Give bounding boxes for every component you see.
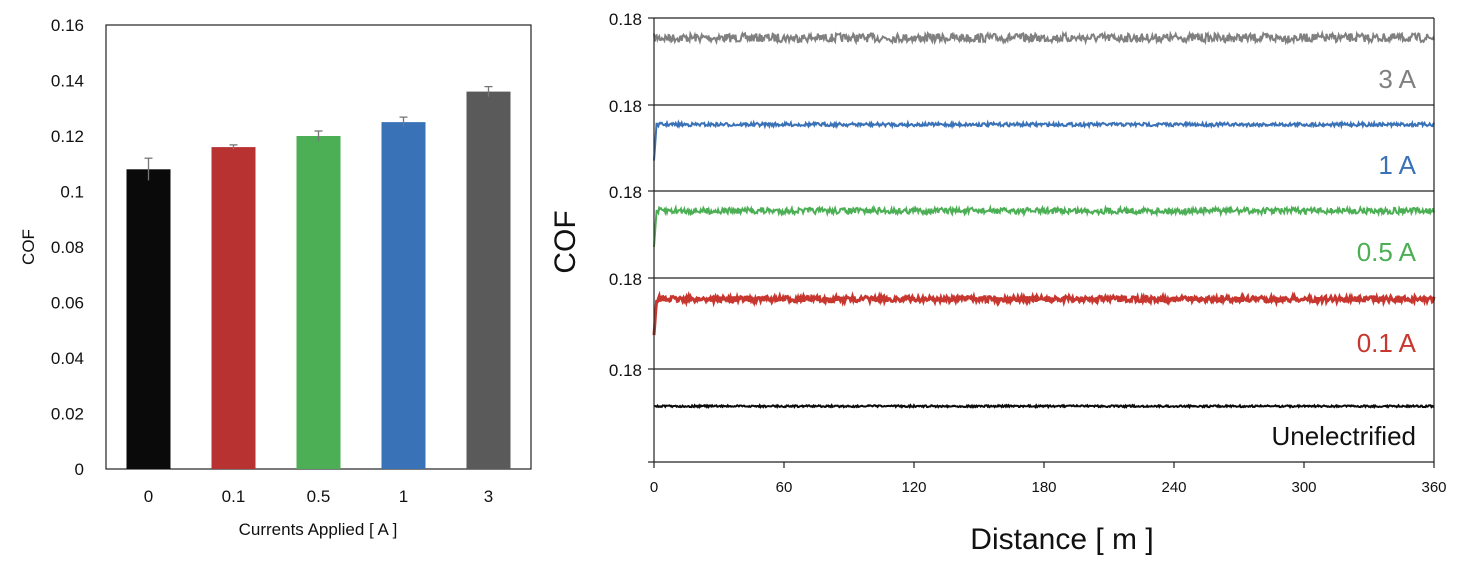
cof-trace-line bbox=[653, 403, 1435, 410]
bar bbox=[466, 91, 511, 469]
bar-x-axis-title: Currents Applied [ A ] bbox=[239, 520, 398, 539]
line-series bbox=[652, 29, 1436, 410]
bar-chart: 0 0.02 0.04 0.06 0.08 0.1 0.12 0.14 0.16 0 0.1 0.5… bbox=[19, 16, 532, 539]
line-y-axis-title: COF bbox=[549, 210, 582, 273]
line-x-tick-label: 120 bbox=[901, 479, 926, 496]
line-y-tick-label: 0.18 bbox=[609, 270, 642, 289]
line-y-tick-label: 0.18 bbox=[609, 183, 642, 202]
bar bbox=[381, 122, 426, 469]
bar bbox=[296, 136, 341, 469]
bar-y-tick-label: 0.02 bbox=[51, 405, 84, 424]
error-bar bbox=[144, 157, 153, 181]
panel-series-label: 0.5 A bbox=[1357, 237, 1417, 267]
line-x-tick-label: 300 bbox=[1291, 479, 1316, 496]
panel-series-label: 1 A bbox=[1378, 150, 1416, 180]
bar-y-tick-label: 0.06 bbox=[51, 294, 84, 313]
bar-y-ticks: 0 0.02 0.04 0.06 0.08 0.1 0.12 0.14 0.16 bbox=[51, 16, 84, 479]
line-y-ticks: 0.18 0.18 0.18 0.18 0.18 bbox=[609, 10, 642, 380]
bar-y-tick-label: 0.16 bbox=[51, 16, 84, 35]
cof-trace-line bbox=[652, 290, 1436, 336]
bar-x-tick-label: 0.5 bbox=[307, 487, 331, 506]
panel-series-label: 3 A bbox=[1378, 64, 1416, 94]
bar-y-axis-title: COF bbox=[19, 229, 38, 265]
bar-y-tick-label: 0 bbox=[75, 460, 84, 479]
bar-x-tick-label: 3 bbox=[484, 487, 493, 506]
cof-trace-line bbox=[653, 204, 1435, 247]
error-bar bbox=[229, 144, 238, 150]
panel-series-label: Unelectrified bbox=[1271, 421, 1416, 451]
line-x-tick-label: 180 bbox=[1031, 479, 1056, 496]
line-x-tick-label: 60 bbox=[776, 479, 793, 496]
error-bar bbox=[314, 130, 323, 141]
bar-x-ticks: 0 0.1 0.5 1 3 bbox=[144, 487, 493, 506]
bar-y-tick-label: 0.04 bbox=[51, 349, 84, 368]
bar-y-tick-label: 0.08 bbox=[51, 238, 84, 257]
panel-series-label: 0.1 A bbox=[1357, 328, 1417, 358]
cof-trace-line bbox=[653, 119, 1435, 161]
bar-marks bbox=[126, 85, 511, 470]
bar-y-tick-label: 0.1 bbox=[60, 183, 84, 202]
bar-y-tick-label: 0.12 bbox=[51, 127, 84, 146]
error-bar bbox=[484, 85, 493, 97]
bar-x-tick-label: 0.1 bbox=[222, 487, 246, 506]
bar bbox=[211, 147, 256, 469]
line-x-axis-title: Distance [ m ] bbox=[970, 523, 1153, 556]
bar-x-tick-label: 0 bbox=[144, 487, 153, 506]
line-y-tick-label: 0.18 bbox=[609, 361, 642, 380]
line-plot-frame bbox=[648, 17, 1435, 463]
line-x-tick-label: 240 bbox=[1161, 479, 1186, 496]
line-x-tick-label: 0 bbox=[650, 479, 658, 496]
line-y-tick-label: 0.18 bbox=[609, 10, 642, 29]
bar bbox=[126, 169, 171, 470]
line-panel-labels: 3 A 1 A 0.5 A 0.1 A Unelectrified bbox=[1271, 64, 1416, 451]
bar-y-tick-label: 0.14 bbox=[51, 72, 84, 91]
cof-trace-line bbox=[653, 29, 1435, 46]
line-x-tick-label: 360 bbox=[1421, 479, 1446, 496]
line-chart: 0.180.180.180.180.18 0 60 120 180 240 300 360 … bbox=[549, 10, 1447, 556]
line-x-ticks: 0 60 120 180 240 300 360 bbox=[650, 462, 1447, 496]
line-y-tick-label: 0.18 bbox=[609, 97, 642, 116]
bar-x-tick-label: 1 bbox=[399, 487, 408, 506]
error-bar bbox=[399, 116, 408, 128]
